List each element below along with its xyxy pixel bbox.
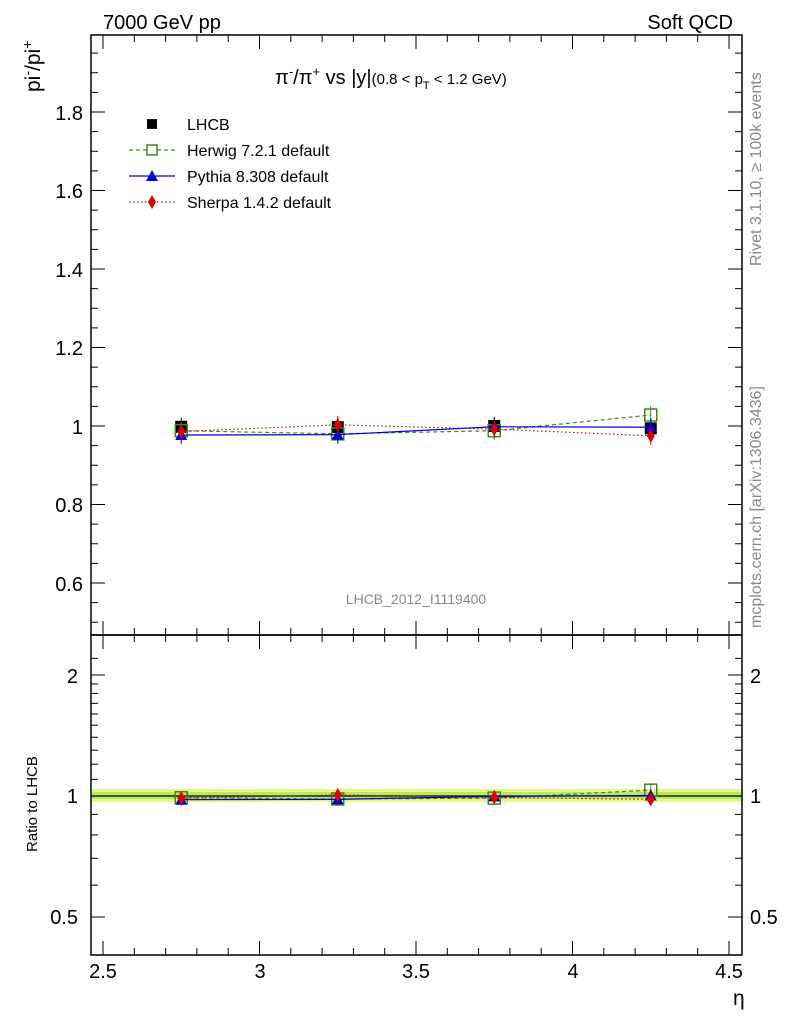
header-left: 7000 GeV pp — [103, 12, 221, 34]
plot-title: π-/π+ vs |y|(0.8 < pT < 1.2 GeV) — [275, 64, 507, 92]
x-tick-label-4: 4 — [567, 961, 578, 983]
main-y-axis-label: pi-/pi+ — [19, 41, 45, 92]
ratio-tick-label-0.5-left: 0.5 — [50, 907, 78, 929]
rivet-label: Rivet 3.1.10, ≥ 100k events — [748, 72, 765, 266]
ratio-y-tick-labels: 2 1 0.5 2 1 0.5 — [50, 666, 778, 929]
data-marks — [174, 406, 658, 807]
legend-label-sherpa: Sherpa 1.4.2 default — [187, 195, 332, 212]
y-tick-label-1.6: 1.6 — [55, 181, 83, 203]
legend-item-sherpa: Sherpa 1.4.2 default — [129, 195, 332, 212]
series-line-1 — [181, 414, 651, 435]
data-point-2-3 — [644, 421, 657, 433]
ratio-point-2-0 — [177, 791, 186, 806]
x-tick-label-3.5: 3.5 — [402, 961, 430, 983]
x-tick-label-3: 3 — [254, 961, 265, 983]
y-tick-label-1.4: 1.4 — [55, 260, 83, 282]
ratio-point-2-2 — [490, 790, 499, 805]
mcplots-label: mcplots.cern.ch [arXiv:1306.3436] — [748, 386, 765, 628]
ratio-tick-label-2-right: 2 — [750, 666, 761, 688]
x-tick-labels: 2.5 3 3.5 4 4.5 — [89, 961, 743, 983]
legend-label-lhcb: LHCB — [187, 117, 230, 134]
ratio-tick-label-2-left: 2 — [67, 666, 78, 688]
ratio-y-axis-label: Ratio to LHCB — [24, 756, 41, 852]
data-point-3-2 — [490, 422, 499, 437]
legend-label-pythia: Pythia 8.308 default — [187, 169, 329, 186]
x-tick-label-4.5: 4.5 — [715, 961, 743, 983]
data-point-3-0 — [177, 424, 186, 439]
legend: LHCB Herwig 7.2.1 default Pythia 8.308 d… — [129, 117, 332, 212]
series-line-2 — [181, 426, 651, 436]
data-point-3-3 — [646, 428, 655, 443]
legend-item-lhcb: LHCB — [147, 117, 230, 134]
header-right: Soft QCD — [647, 12, 733, 34]
axis-ticks — [91, 35, 742, 955]
y-tick-label-1.2: 1.2 — [55, 338, 83, 360]
data-point-2-1 — [331, 428, 344, 440]
ratio-point-2-3 — [646, 792, 655, 807]
ratio-point-2-1 — [333, 787, 342, 802]
x-tick-label-2.5: 2.5 — [89, 961, 117, 983]
legend-item-pythia: Pythia 8.308 default — [129, 169, 329, 186]
y-tick-label-0.8: 0.8 — [55, 495, 83, 517]
y-tick-label-0.6: 0.6 — [55, 574, 83, 596]
ratio-line-0 — [181, 789, 651, 800]
analysis-watermark: LHCB_2012_I1119400 — [346, 591, 487, 607]
legend-label-herwig: Herwig 7.2.1 default — [187, 143, 330, 160]
x-axis-label: η — [733, 987, 745, 1010]
ratio-tick-label-1-right: 1 — [750, 786, 761, 808]
ratio-line-1 — [181, 794, 651, 801]
data-point-3-1 — [333, 417, 342, 432]
legend-item-herwig: Herwig 7.2.1 default — [129, 143, 330, 160]
ratio-tick-label-1-left: 1 — [67, 786, 78, 808]
y-tick-label-1.8: 1.8 — [55, 103, 83, 125]
ratio-tick-label-0.5-right: 0.5 — [750, 907, 778, 929]
main-y-tick-labels: 1.8 1.6 1.4 1.2 1 0.8 0.6 — [55, 103, 83, 596]
y-tick-label-1: 1 — [72, 417, 83, 439]
